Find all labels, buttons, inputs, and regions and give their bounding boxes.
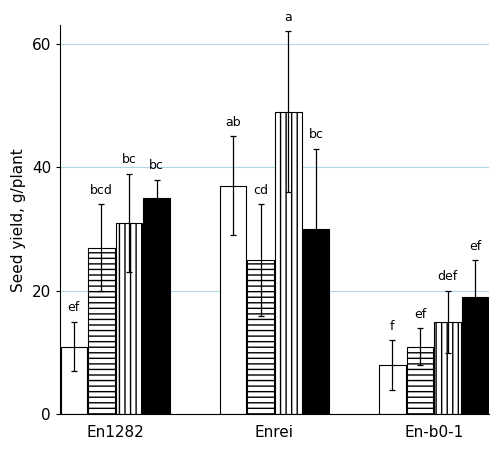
Bar <box>406 346 433 414</box>
Text: a: a <box>284 11 292 24</box>
Bar <box>248 260 274 414</box>
Bar <box>220 186 246 414</box>
Text: ef: ef <box>414 308 426 321</box>
Bar <box>302 229 329 414</box>
Text: f: f <box>390 320 394 333</box>
Text: def: def <box>438 271 458 284</box>
Text: bc: bc <box>308 129 324 141</box>
Bar <box>144 198 170 414</box>
Text: ef: ef <box>68 301 80 314</box>
Bar <box>60 346 87 414</box>
Bar <box>88 248 115 414</box>
Text: ef: ef <box>469 239 481 253</box>
Bar <box>275 112 301 414</box>
Text: cd: cd <box>253 184 268 197</box>
Text: bc: bc <box>122 153 136 166</box>
Y-axis label: Seed yield, g/plant: Seed yield, g/plant <box>11 148 26 292</box>
Bar <box>379 365 406 414</box>
Text: ab: ab <box>226 116 241 129</box>
Bar <box>462 297 488 414</box>
Bar <box>434 322 461 414</box>
Bar <box>116 223 142 414</box>
Text: bc: bc <box>149 159 164 172</box>
Text: bcd: bcd <box>90 184 113 197</box>
